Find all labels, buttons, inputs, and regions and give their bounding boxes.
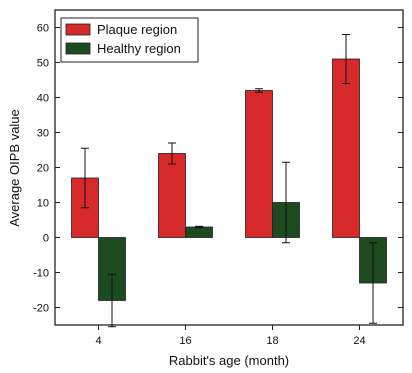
y-tick-label-50: 50: [37, 58, 49, 70]
x-tick-label-4: 4: [95, 335, 101, 347]
y-axis: -20 -10 0 10 20 30 40 50 60: [33, 23, 403, 315]
error-bar-healthy-4: [108, 273, 116, 328]
error-bars-layer: [81, 34, 377, 328]
legend: Plaque region Healthy region: [60, 17, 199, 63]
error-bar-plaque-18: [255, 88, 263, 93]
y-tick-label-30: 30: [37, 128, 49, 140]
y-tick-label-0: 0: [43, 233, 49, 245]
y-tick-label--20: -20: [33, 303, 49, 315]
legend-label-plaque: Plaque region: [97, 22, 177, 37]
x-tick-label-16: 16: [179, 335, 191, 347]
y-axis-title: Average OIPB value: [7, 109, 22, 227]
bar-healthy-16: [185, 226, 213, 238]
error-bar-plaque-16: [168, 142, 176, 165]
bar-plaque-24: [332, 58, 360, 238]
y-tick-label-60: 60: [37, 23, 49, 35]
x-axis-title: Rabbit's age (month): [169, 353, 289, 368]
legend-swatch-plaque: [65, 23, 91, 36]
error-bar-healthy-16: [195, 225, 203, 229]
bar-plaque-16: [158, 153, 186, 238]
legend-label-healthy: Healthy region: [97, 41, 181, 56]
bar-plaque-18: [245, 90, 273, 238]
y-tick-label--10: -10: [33, 268, 49, 280]
bar-healthy-4: [98, 237, 126, 301]
legend-swatch-healthy: [65, 42, 91, 55]
error-bar-healthy-24: [369, 242, 377, 324]
error-bar-plaque-24: [342, 34, 350, 84]
y-tick-label-20: 20: [37, 163, 49, 175]
error-bar-healthy-18: [282, 161, 290, 244]
x-axis: 4 16 18 24: [95, 325, 366, 347]
x-tick-label-24: 24: [353, 335, 365, 347]
y-tick-label-10: 10: [37, 198, 49, 210]
y-tick-label-40: 40: [37, 93, 49, 105]
x-tick-label-18: 18: [266, 335, 278, 347]
error-bar-plaque-4: [81, 147, 89, 209]
